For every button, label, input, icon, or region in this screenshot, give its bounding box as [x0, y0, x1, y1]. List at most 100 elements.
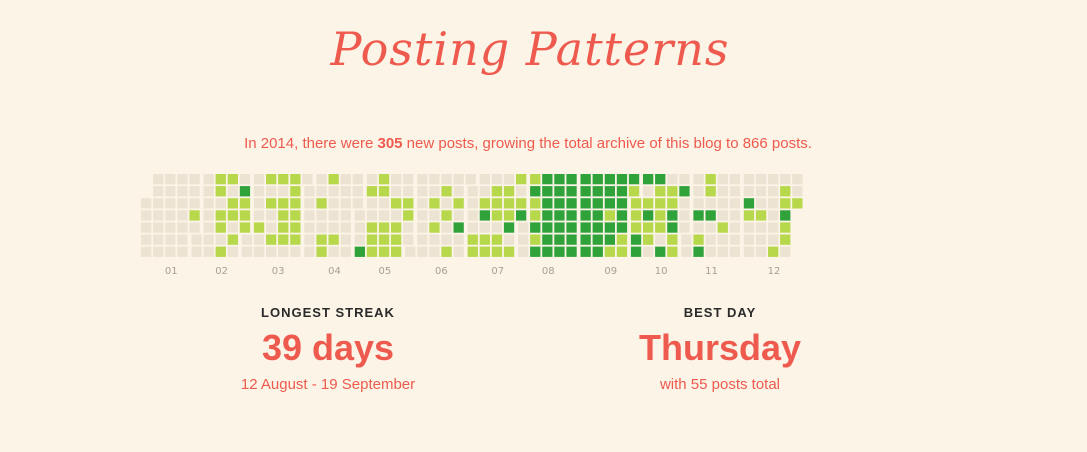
day-cell — [391, 174, 402, 185]
month-block-09 — [580, 174, 640, 257]
day-cell — [153, 210, 164, 221]
day-cell — [290, 210, 301, 221]
day-cell — [630, 234, 642, 245]
day-cell — [453, 234, 464, 245]
month-block-03 — [241, 174, 313, 257]
day-cell — [679, 198, 690, 209]
day-cell — [467, 246, 478, 257]
day-cell — [679, 174, 690, 185]
day-cell — [630, 210, 642, 221]
month-block-04 — [304, 174, 363, 257]
day-cell — [403, 174, 414, 185]
day-cell — [141, 210, 152, 221]
day-cell — [679, 210, 690, 221]
day-cell — [340, 246, 351, 257]
day-cell — [530, 210, 541, 221]
day-cell — [604, 198, 615, 209]
day-cell — [755, 174, 767, 185]
day-cell — [729, 234, 740, 245]
day-cell — [580, 234, 591, 245]
day-cell — [503, 174, 515, 185]
day-cell — [278, 174, 289, 185]
day-cell — [729, 174, 740, 185]
day-cell — [354, 246, 365, 257]
day-cell — [479, 210, 490, 221]
day-cell — [403, 234, 414, 245]
day-cell — [417, 210, 428, 221]
day-cell — [203, 174, 214, 185]
day-cell — [780, 186, 791, 197]
day-cell — [705, 234, 716, 245]
longest-streak-label: LONGEST STREAK — [261, 305, 395, 320]
day-cell — [227, 246, 238, 257]
day-cell — [203, 246, 214, 257]
month-tick-label: 02 — [215, 266, 228, 277]
day-cell — [604, 222, 615, 233]
day-cell — [693, 246, 704, 257]
day-cell — [542, 234, 553, 245]
month-tick-label: 08 — [542, 266, 555, 277]
day-cell — [743, 174, 755, 185]
day-cell — [530, 186, 541, 197]
day-cell — [580, 222, 591, 233]
page-title: Posting Patterns — [330, 22, 730, 76]
day-cell — [616, 210, 628, 221]
day-cell — [177, 198, 188, 209]
day-cell — [643, 186, 654, 197]
day-cell — [554, 198, 565, 209]
day-cell — [643, 222, 654, 233]
day-cell — [328, 222, 339, 233]
day-cell — [453, 222, 464, 233]
day-cell — [304, 198, 315, 209]
day-cell — [667, 210, 678, 221]
day-cell — [729, 210, 740, 221]
day-cell — [768, 222, 779, 233]
day-cell — [177, 210, 188, 221]
day-cell — [304, 246, 315, 257]
day-cell — [191, 246, 202, 257]
day-cell — [643, 234, 654, 245]
day-cell — [554, 174, 565, 185]
day-cell — [304, 210, 315, 221]
day-cell — [352, 186, 363, 197]
day-cell — [693, 174, 704, 185]
day-cell — [503, 234, 515, 245]
month-tick-label: 12 — [768, 266, 781, 277]
day-cell — [616, 174, 628, 185]
day-cell — [467, 186, 478, 197]
day-cell — [616, 222, 628, 233]
day-cell — [253, 246, 265, 257]
day-cell — [604, 210, 615, 221]
day-cell — [705, 198, 716, 209]
day-cell — [491, 186, 503, 197]
day-cell — [566, 234, 577, 245]
day-cell — [592, 210, 603, 221]
day-cell — [391, 198, 402, 209]
day-cell — [655, 210, 666, 221]
day-cell — [290, 222, 301, 233]
day-cell — [491, 174, 503, 185]
day-cell — [679, 222, 690, 233]
month-tick-label: 07 — [491, 266, 504, 277]
day-cell — [354, 222, 365, 233]
day-cell — [391, 246, 402, 257]
day-cell — [616, 186, 628, 197]
day-cell — [768, 234, 779, 245]
day-cell — [580, 210, 591, 221]
day-cell — [340, 222, 351, 233]
day-cell — [679, 186, 690, 197]
day-cell — [417, 246, 428, 257]
day-cell — [340, 198, 351, 209]
day-cell — [378, 186, 390, 197]
day-cell — [768, 246, 779, 257]
longest-streak: LONGEST STREAK 39 days 12 August - 19 Se… — [178, 305, 478, 393]
day-cell — [780, 222, 791, 233]
day-cell — [743, 186, 755, 197]
day-cell — [643, 246, 654, 257]
day-cell — [429, 246, 440, 257]
day-cell — [604, 186, 615, 197]
day-cell — [165, 198, 176, 209]
day-cell — [780, 174, 791, 185]
day-cell — [717, 210, 728, 221]
day-cell — [542, 210, 553, 221]
